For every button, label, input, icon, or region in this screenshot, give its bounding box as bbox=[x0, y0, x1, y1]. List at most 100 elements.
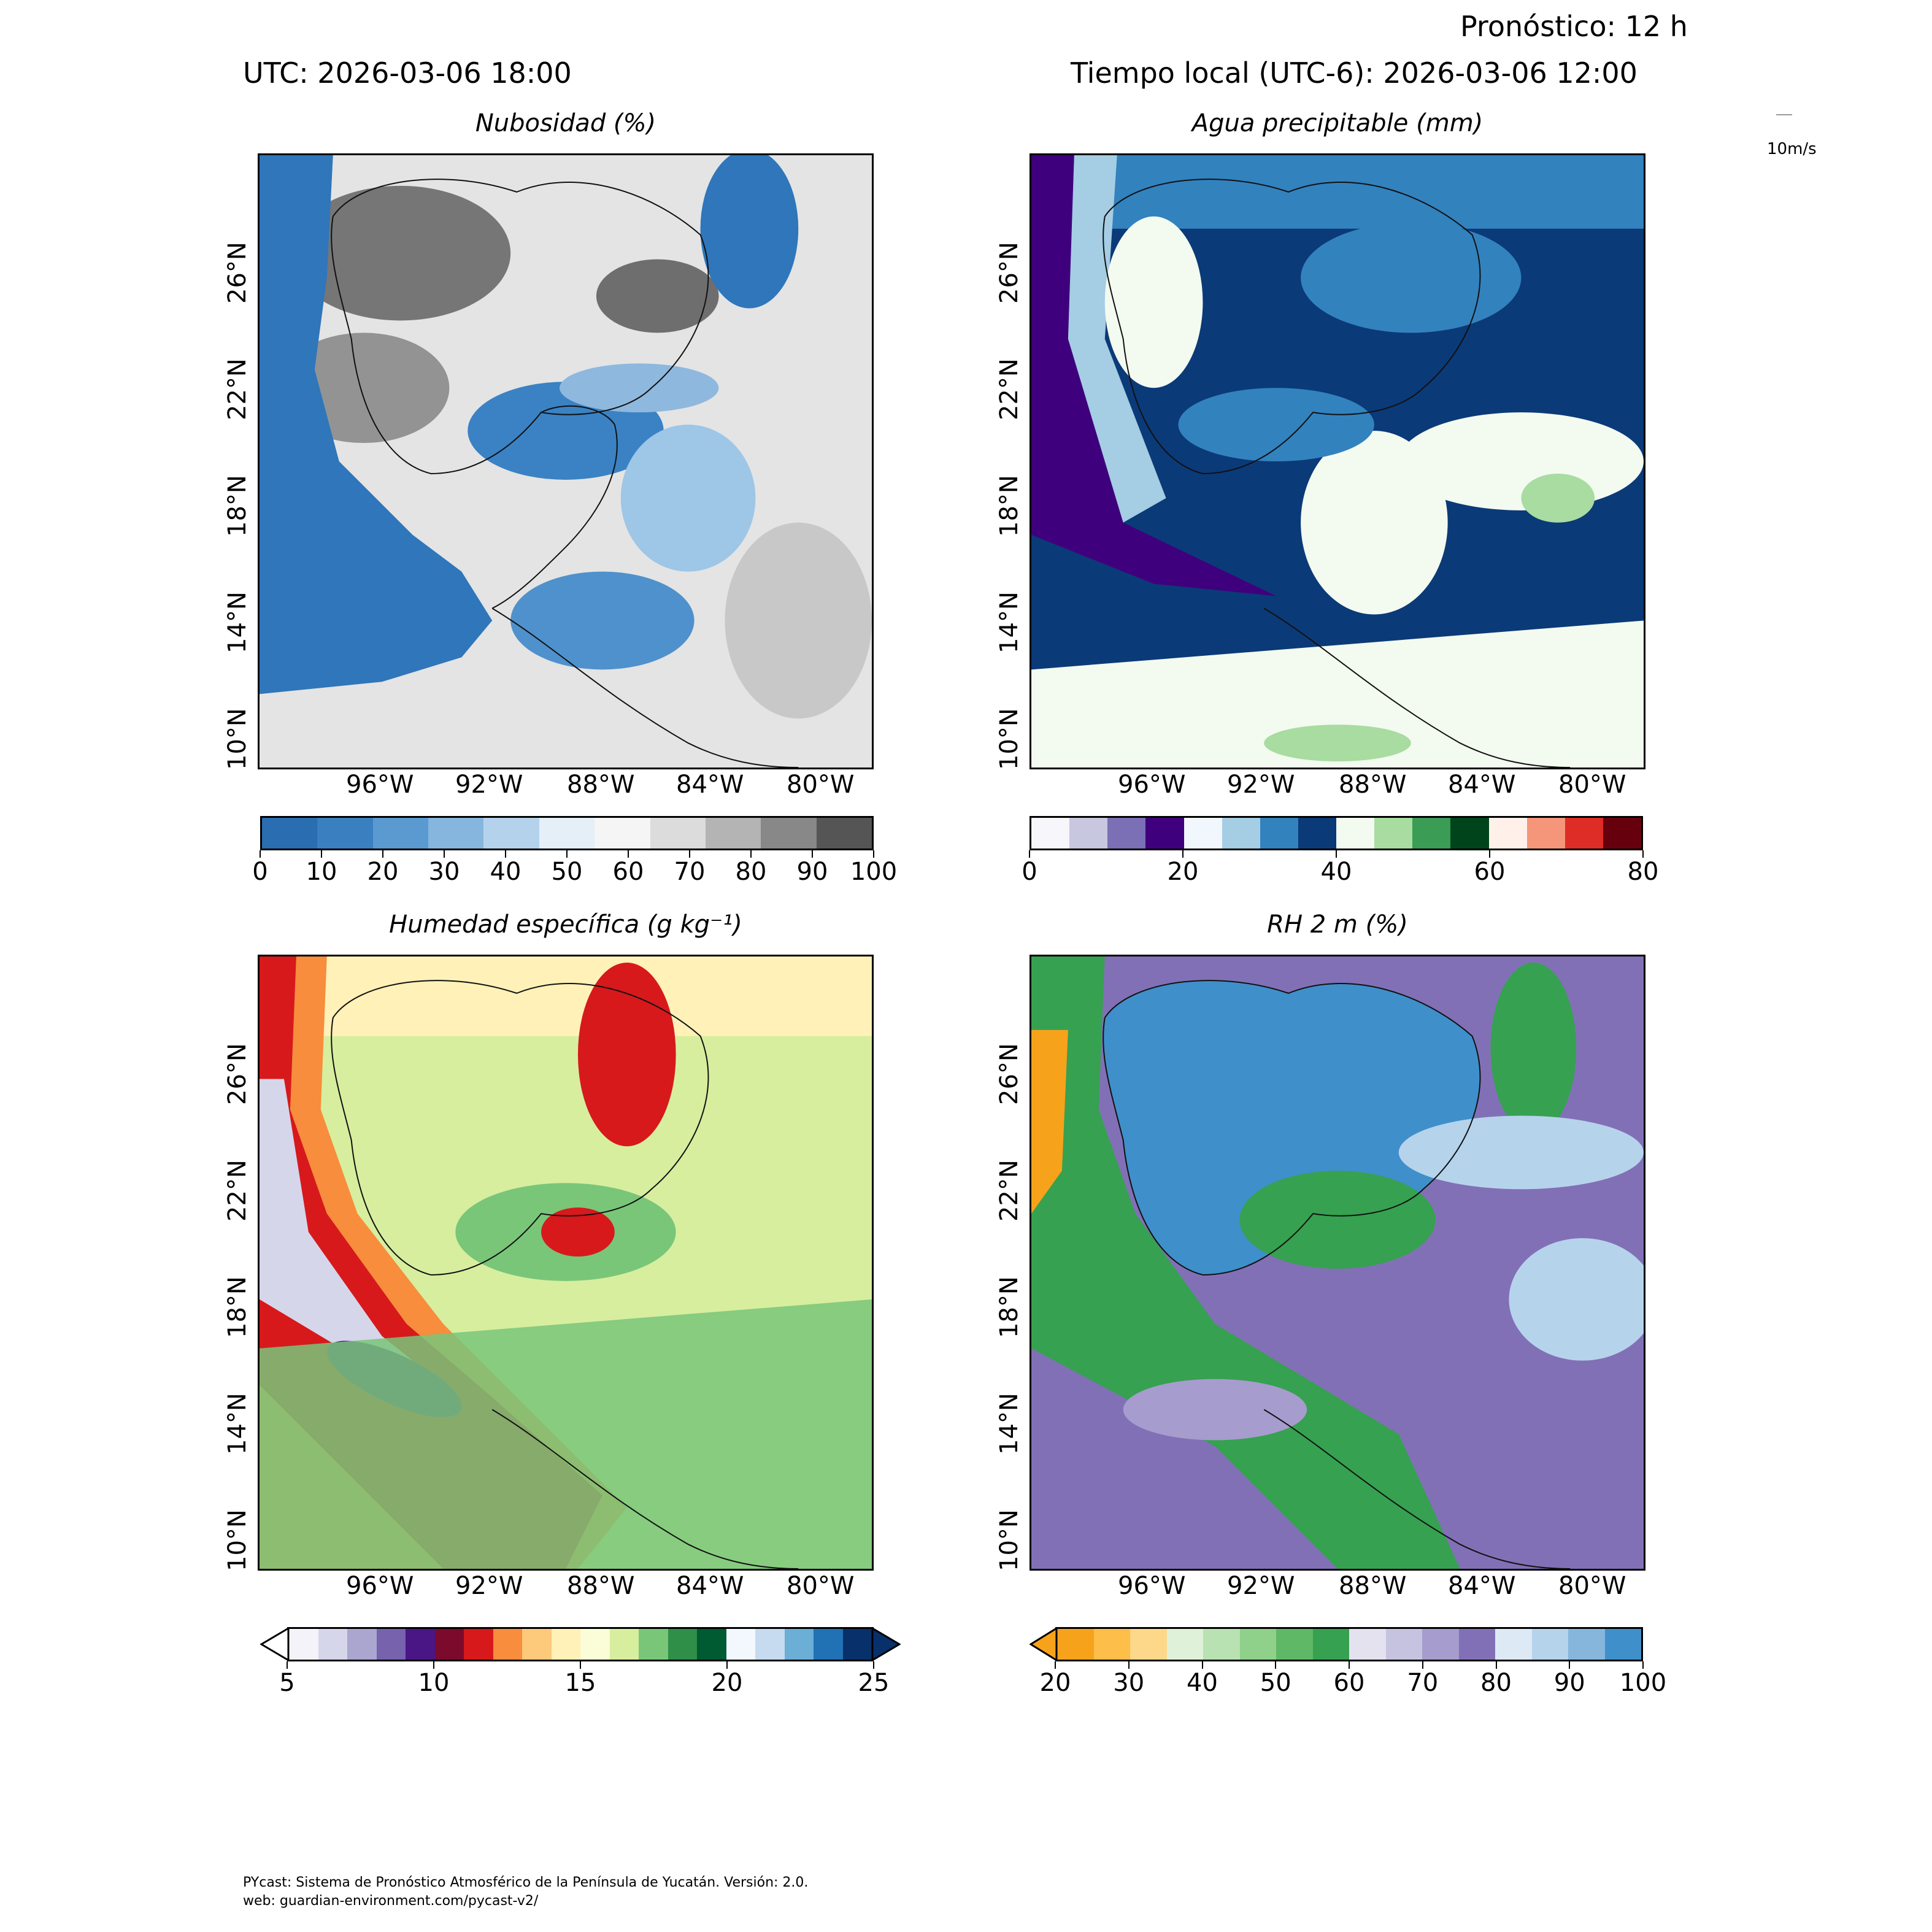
colorbar-tick-label: 90 bbox=[1553, 1669, 1585, 1697]
colorbar-swatch bbox=[1183, 818, 1222, 849]
colorbar-tick-mark bbox=[580, 1661, 581, 1669]
lat-tick-label: 14°N bbox=[223, 591, 252, 653]
colorbar-swatch bbox=[1222, 818, 1260, 849]
lat-tick-label: 22°N bbox=[995, 1160, 1023, 1222]
colorbar-tick-mark bbox=[1029, 850, 1030, 858]
colorbar-tick-label: 90 bbox=[796, 858, 828, 886]
lat-tick-label: 14°N bbox=[995, 591, 1023, 653]
colorbar-swatch bbox=[522, 1629, 552, 1660]
colorbar-swatch bbox=[726, 1629, 755, 1660]
map-specific-humidity bbox=[258, 955, 874, 1571]
colorbar-swatch bbox=[483, 818, 539, 849]
colorbar-tick-label: 70 bbox=[1407, 1669, 1439, 1697]
colorbar-swatch bbox=[318, 1629, 347, 1660]
colorbar-tick-label: 5 bbox=[279, 1669, 295, 1697]
colorbar-tick-label: 10 bbox=[306, 858, 337, 886]
lat-tick-label: 10°N bbox=[223, 1509, 252, 1571]
lon-tick-label: 88°W bbox=[567, 1572, 635, 1600]
footer-web-line: web: guardian-environment.com/pycast-v2/ bbox=[243, 1893, 539, 1909]
colorbar-tick-mark bbox=[1275, 1661, 1277, 1669]
colorbar-extend-arrow-high-specific-humidity bbox=[871, 1627, 901, 1661]
forecast-hour-label: Pronóstico: 12 h bbox=[1460, 10, 1688, 43]
colorbar-tick-label: 20 bbox=[1039, 1669, 1071, 1697]
colorbar-swatch bbox=[1526, 818, 1565, 849]
colorbar-tick-label: 100 bbox=[1619, 1669, 1667, 1697]
colorbar-tick-label: 70 bbox=[674, 858, 706, 886]
lon-tick-label: 84°W bbox=[1448, 771, 1516, 799]
colorbar-swatch bbox=[372, 818, 429, 849]
lat-tick-label: 14°N bbox=[223, 1393, 252, 1455]
lon-tick-label: 96°W bbox=[1118, 1572, 1186, 1600]
colorbar-tick-label: 20 bbox=[1167, 858, 1199, 886]
colorbar-swatch bbox=[814, 1629, 843, 1660]
colorbar-swatch bbox=[317, 818, 373, 849]
colorbar-tick-mark bbox=[1569, 1661, 1571, 1669]
colorbar-swatch bbox=[1412, 818, 1451, 849]
colorbar-extend-arrow-low-specific-humidity bbox=[260, 1627, 290, 1661]
colorbar-tick-label: 25 bbox=[858, 1669, 890, 1697]
colorbar-tick-label: 80 bbox=[1627, 858, 1659, 886]
colorbar-swatch bbox=[539, 818, 595, 849]
colorbar-tick-mark bbox=[812, 850, 813, 858]
colorbar-swatch bbox=[705, 818, 761, 849]
colorbar-swatch bbox=[650, 818, 706, 849]
lon-tick-label: 96°W bbox=[346, 771, 414, 799]
colorbar-tick-mark bbox=[1642, 1661, 1644, 1669]
colorbar-swatch bbox=[1488, 818, 1527, 849]
colorbar-tick-label: 30 bbox=[428, 858, 460, 886]
colorbar-extend-arrow-low-rh bbox=[1030, 1627, 1058, 1661]
lat-tick-label: 18°N bbox=[223, 475, 252, 537]
lon-tick-label: 92°W bbox=[455, 1572, 523, 1600]
colorbar-swatch bbox=[434, 1629, 464, 1660]
colorbar-tick-label: 100 bbox=[850, 858, 898, 886]
colorbar-swatch bbox=[1057, 1629, 1094, 1660]
colorbar-tick-label: 80 bbox=[735, 858, 767, 886]
colorbar-swatch bbox=[1531, 1629, 1568, 1660]
lon-tick-label: 80°W bbox=[1558, 1572, 1626, 1600]
colorbar-tick-label: 60 bbox=[612, 858, 644, 886]
colorbar-swatch bbox=[1568, 1629, 1605, 1660]
map-rh-2m bbox=[1030, 955, 1645, 1571]
lon-tick-label: 92°W bbox=[1227, 1572, 1295, 1600]
colorbar-tick-mark bbox=[260, 850, 261, 858]
colorbar-swatch bbox=[1374, 818, 1413, 849]
colorbar-swatch bbox=[1260, 818, 1298, 849]
colorbar-tick-label: 40 bbox=[1187, 1669, 1218, 1697]
lat-tick-label: 22°N bbox=[223, 1160, 252, 1222]
colorbar-swatch bbox=[1349, 1629, 1386, 1660]
colorbar-tick-mark bbox=[287, 1661, 288, 1669]
colorbar-swatch bbox=[1069, 818, 1108, 849]
colorbar-tick-mark bbox=[689, 850, 690, 858]
lat-tick-label: 10°N bbox=[995, 1509, 1023, 1571]
colorbar-swatch bbox=[668, 1629, 697, 1660]
colorbar-swatch bbox=[406, 1629, 435, 1660]
colorbar-swatch bbox=[1385, 1629, 1422, 1660]
colorbar-swatch bbox=[464, 1629, 493, 1660]
colorbar-tick-mark bbox=[433, 1661, 434, 1669]
colorbar-tick-mark bbox=[444, 850, 445, 858]
colorbar-tick-mark bbox=[1128, 1661, 1130, 1669]
colorbar-swatch bbox=[1603, 818, 1641, 849]
colorbar-tick-mark bbox=[628, 850, 629, 858]
colorbar-swatch bbox=[580, 1629, 610, 1660]
colorbar-swatch bbox=[1495, 1629, 1532, 1660]
colorbar-tick-label: 10 bbox=[418, 1669, 450, 1697]
colorbar-swatch bbox=[1203, 1629, 1240, 1660]
panel-title-cloud-cover: Nubosidad (%) bbox=[475, 109, 656, 137]
colorbar-tick-label: 15 bbox=[564, 1669, 596, 1697]
colorbar-swatch bbox=[1458, 1629, 1495, 1660]
colorbar-rh-2m bbox=[1055, 1627, 1643, 1661]
colorbar-tick-label: 20 bbox=[711, 1669, 743, 1697]
colorbar-swatch bbox=[551, 1629, 580, 1660]
lat-tick-label: 26°N bbox=[995, 1043, 1023, 1105]
lat-tick-label: 22°N bbox=[995, 358, 1023, 420]
map-precipitable-water bbox=[1030, 153, 1645, 769]
colorbar-swatch bbox=[289, 1629, 318, 1660]
colorbar-tick-mark bbox=[1201, 1661, 1203, 1669]
colorbar-swatch bbox=[816, 818, 872, 849]
colorbar-tick-label: 20 bbox=[367, 858, 399, 886]
colorbar-tick-mark bbox=[750, 850, 752, 858]
colorbar-tick-label: 60 bbox=[1333, 1669, 1365, 1697]
colorbar-tick-label: 60 bbox=[1474, 858, 1506, 886]
lon-tick-label: 88°W bbox=[567, 771, 635, 799]
